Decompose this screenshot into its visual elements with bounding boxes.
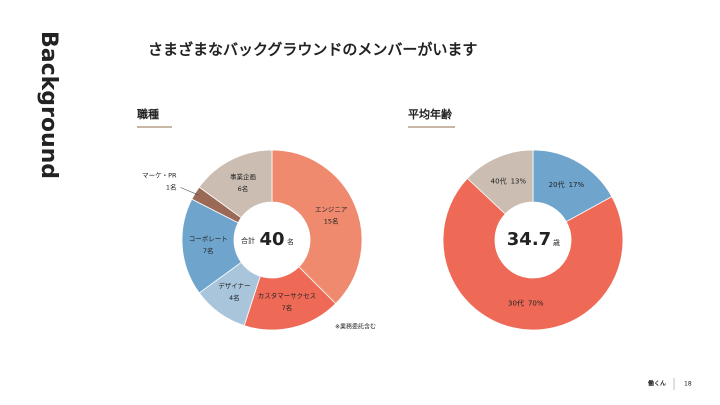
center-label: 合計 bbox=[241, 236, 255, 245]
segment-label: 20代 bbox=[549, 180, 565, 189]
slide-title: さまざまなバックグラウンドのメンバーがいます bbox=[148, 41, 477, 59]
donut-segment bbox=[532, 149, 613, 223]
side-title: Background bbox=[36, 31, 61, 179]
segment-label: マーケ・PR bbox=[142, 171, 177, 179]
segment-value: 13% bbox=[511, 177, 527, 185]
donut-segment bbox=[442, 177, 624, 331]
section-title: 平均年齢 bbox=[408, 107, 453, 121]
center-unit: 歳 bbox=[553, 238, 560, 247]
donut-segment bbox=[466, 149, 534, 215]
segment-label: 30代 bbox=[508, 298, 524, 307]
segment-value: 7名 bbox=[203, 246, 214, 255]
segment-value: 7名 bbox=[282, 303, 293, 312]
leader-line bbox=[180, 187, 199, 196]
segment-value: 6名 bbox=[238, 184, 249, 193]
segment-value: 15名 bbox=[324, 217, 339, 226]
segment-value: 17% bbox=[569, 181, 585, 189]
page-number: 18 bbox=[684, 381, 692, 388]
segment-value: 70% bbox=[528, 299, 544, 307]
center-unit: 名 bbox=[287, 237, 294, 246]
section-title: 職種 bbox=[137, 107, 159, 121]
donut-segment bbox=[271, 149, 363, 305]
segment-label: コーポレート bbox=[189, 235, 228, 243]
center-total: 40 bbox=[259, 229, 284, 250]
footer-logo: 働くん bbox=[647, 380, 666, 388]
center-total: 34.7 bbox=[507, 229, 551, 250]
segment-value: 1名 bbox=[166, 182, 177, 191]
segment-label: 40代 bbox=[491, 176, 507, 185]
segment-label: エンジニア bbox=[315, 206, 348, 214]
segment-value: 4名 bbox=[229, 293, 240, 302]
donut-segment bbox=[198, 149, 273, 219]
segment-label: デザイナー bbox=[218, 281, 250, 290]
segment-label: 事業企画 bbox=[230, 172, 256, 181]
segment-label: カスタマーサクセス bbox=[258, 291, 316, 300]
note: ※業務委託含む bbox=[335, 323, 376, 331]
